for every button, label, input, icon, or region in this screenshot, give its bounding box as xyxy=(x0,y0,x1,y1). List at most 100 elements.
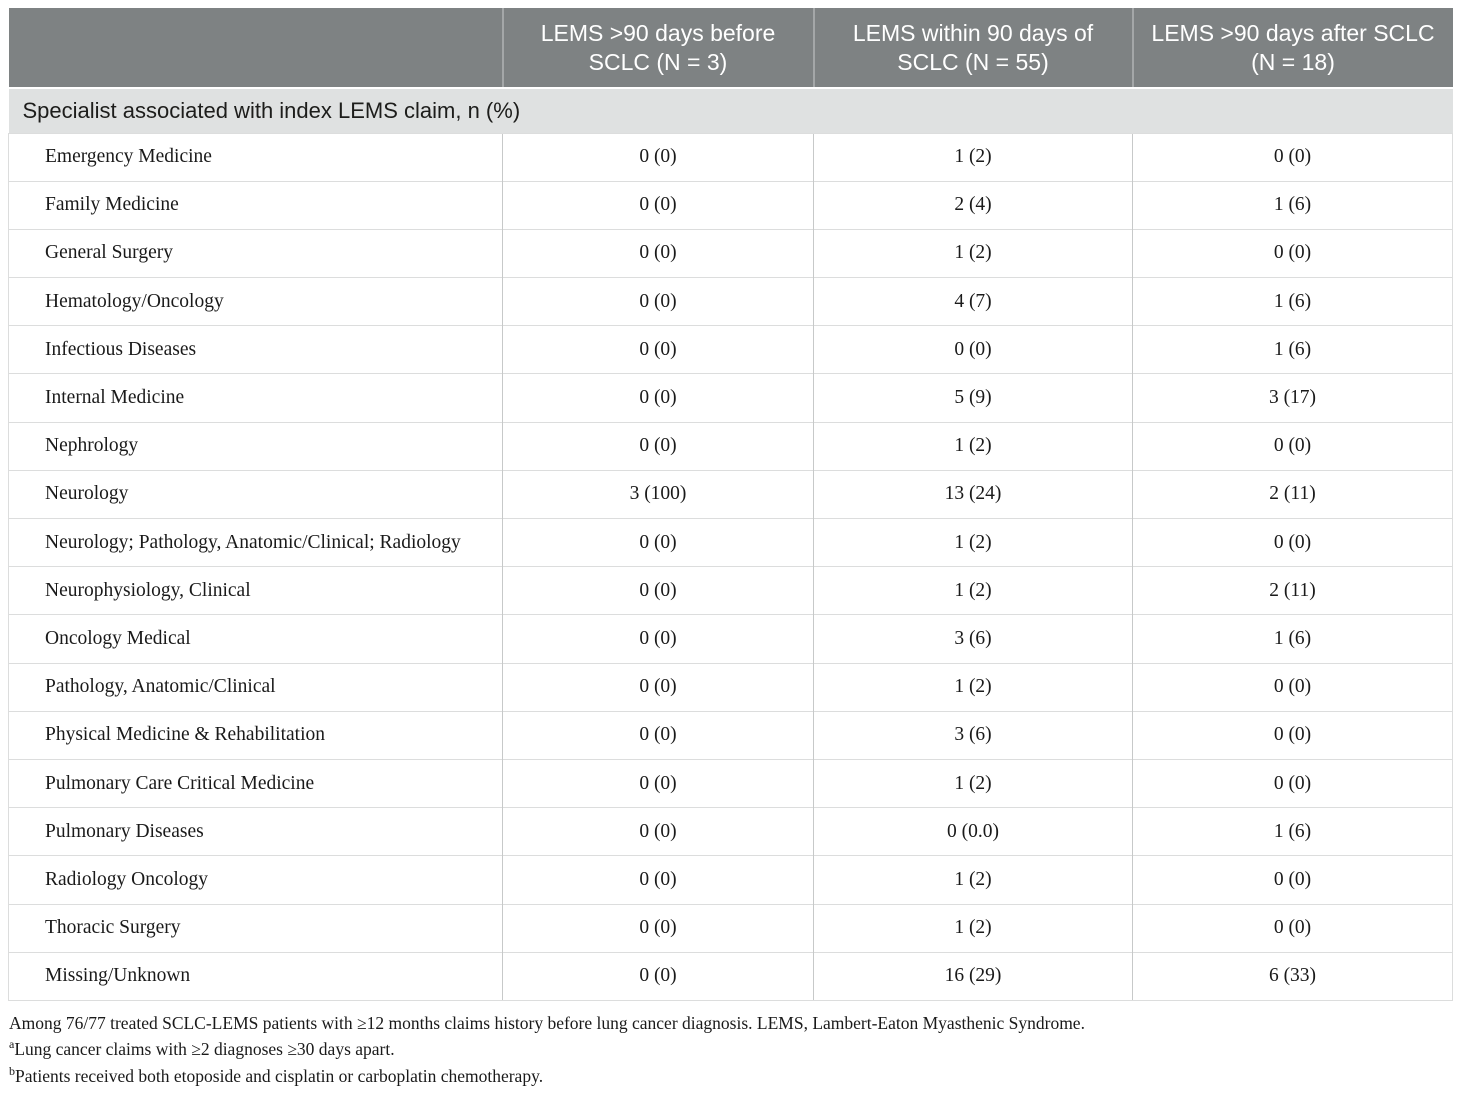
row-value: 2 (11) xyxy=(1132,566,1453,615)
footnote-marker: b xyxy=(9,1064,15,1079)
row-label: Family Medicine xyxy=(8,180,503,230)
table-row: Nephrology 0 (0) 1 (2) 0 (0) xyxy=(8,421,1453,471)
table-row: Pulmonary Care Critical Medicine 0 (0) 1 (… xyxy=(8,758,1453,808)
footnote-text: Patients received both etoposide and cis… xyxy=(15,1065,544,1086)
row-label: Pathology, Anatomic/Clinical xyxy=(8,662,503,712)
row-value: 1 (2) xyxy=(813,566,1133,615)
row-value: 0 (0) xyxy=(1132,228,1453,278)
row-value: 1 (2) xyxy=(813,758,1133,808)
footnote-a: aLung cancer claims with ≥2 diagnoses ≥3… xyxy=(9,1036,1452,1063)
column-header-before: LEMS >90 days before SCLC (N = 3) xyxy=(501,8,814,89)
row-value: 16 (29) xyxy=(813,951,1133,1001)
row-value: 1 (2) xyxy=(813,662,1133,712)
row-value: 0 (0) xyxy=(502,710,814,760)
row-value: 0 (0) xyxy=(502,180,814,230)
row-value: 1 (2) xyxy=(813,421,1133,471)
row-label: Emergency Medicine xyxy=(8,132,503,182)
row-value: 0 (0) xyxy=(502,758,814,808)
row-value: 0 (0) xyxy=(502,373,814,423)
table-row: Pulmonary Diseases 0 (0) 0 (0.0) 1 (6) xyxy=(8,807,1453,856)
row-value: 0 (0) xyxy=(1132,855,1453,904)
table-body: Emergency Medicine 0 (0) 1 (2) 0 (0) Family … xyxy=(8,132,1453,1001)
row-value: 1 (2) xyxy=(813,517,1133,567)
footnote-marker: a xyxy=(9,1037,15,1052)
row-value: 0 (0) xyxy=(502,325,814,374)
row-value: 3 (6) xyxy=(813,614,1133,664)
row-value: 0 (0) xyxy=(502,132,814,182)
row-value: 3 (6) xyxy=(813,710,1133,760)
table-row: Oncology Medical 0 (0) 3 (6) 1 (6) xyxy=(8,614,1453,664)
row-value: 0 (0) xyxy=(502,566,814,615)
row-label: Thoracic Surgery xyxy=(8,903,503,953)
row-label: General Surgery xyxy=(8,228,503,278)
table-row: Neurology; Pathology, Anatomic/Clinical;… xyxy=(8,517,1453,567)
footnotes: Among 76/77 treated SCLC-LEMS patients w… xyxy=(8,1010,1452,1090)
row-label: Pulmonary Diseases xyxy=(8,807,503,856)
column-header-within: LEMS within 90 days of SCLC (N = 55) xyxy=(812,8,1133,89)
row-value: 0 (0) xyxy=(502,903,814,953)
footnote-text: Lung cancer claims with ≥2 diagnoses ≥30… xyxy=(14,1039,395,1060)
section-header-row: Specialist associated with index LEMS cl… xyxy=(8,88,1453,133)
section-header-label: Specialist associated with index LEMS cl… xyxy=(8,88,1453,133)
table-row: Internal Medicine 0 (0) 5 (9) 3 (17) xyxy=(8,373,1453,423)
row-value: 0 (0) xyxy=(502,421,814,471)
row-label: Radiology Oncology xyxy=(8,855,503,904)
row-label: Missing/Unknown xyxy=(8,951,503,1001)
row-value: 0 (0) xyxy=(1132,903,1453,953)
row-value: 3 (17) xyxy=(1132,373,1453,423)
row-value: 2 (11) xyxy=(1132,469,1453,519)
row-value: 4 (7) xyxy=(813,277,1133,326)
row-value: 0 (0) xyxy=(813,325,1133,374)
row-value: 0 (0) xyxy=(502,807,814,856)
row-value: 0 (0) xyxy=(1132,662,1453,712)
row-value: 1 (6) xyxy=(1132,325,1453,374)
row-label: Pulmonary Care Critical Medicine xyxy=(8,758,503,808)
row-value: 0 (0) xyxy=(502,517,814,567)
row-value: 1 (6) xyxy=(1132,614,1453,664)
table-row: Thoracic Surgery 0 (0) 1 (2) 0 (0) xyxy=(8,903,1453,953)
table-row: Emergency Medicine 0 (0) 1 (2) 0 (0) xyxy=(8,132,1453,182)
row-value: 0 (0) xyxy=(1132,710,1453,760)
table-row: Neurology 3 (100) 13 (24) 2 (11) xyxy=(8,469,1453,519)
row-value: 6 (33) xyxy=(1132,951,1453,1001)
table-header: LEMS >90 days before SCLC (N = 3) LEMS w… xyxy=(8,8,1453,89)
row-value: 0 (0) xyxy=(502,614,814,664)
specialist-table: LEMS >90 days before SCLC (N = 3) LEMS w… xyxy=(8,8,1453,1001)
row-value: 1 (6) xyxy=(1132,180,1453,230)
table-row: General Surgery 0 (0) 1 (2) 0 (0) xyxy=(8,228,1453,278)
footnote-general: Among 76/77 treated SCLC-LEMS patients w… xyxy=(9,1010,1452,1037)
row-value: 1 (6) xyxy=(1132,277,1453,326)
header-empty-cell xyxy=(8,8,503,89)
row-value: 2 (4) xyxy=(813,180,1133,230)
row-label: Infectious Diseases xyxy=(8,325,503,374)
row-label: Physical Medicine & Rehabilitation xyxy=(8,710,503,760)
row-value: 0 (0) xyxy=(502,855,814,904)
table-row: Neurophysiology, Clinical 0 (0) 1 (2) 2 (11… xyxy=(8,566,1453,615)
row-label: Oncology Medical xyxy=(8,614,503,664)
row-value: 0 (0) xyxy=(502,662,814,712)
table-row: Missing/Unknown 0 (0) 16 (29) 6 (33) xyxy=(8,951,1453,1001)
table-row: Infectious Diseases 0 (0) 0 (0) 1 (6) xyxy=(8,325,1453,374)
row-value: 1 (2) xyxy=(813,855,1133,904)
table-row: Hematology/Oncology 0 (0) 4 (7) 1 (6) xyxy=(8,277,1453,326)
row-value: 1 (6) xyxy=(1132,807,1453,856)
row-value: 0 (0.0) xyxy=(813,807,1133,856)
table-row: Pathology, Anatomic/Clinical 0 (0) 1 (2) 0 … xyxy=(8,662,1453,712)
row-value: 1 (2) xyxy=(813,903,1133,953)
row-label: Neurophysiology, Clinical xyxy=(8,566,503,615)
row-label: Neurology xyxy=(8,469,503,519)
footnote-text: Among 76/77 treated SCLC-LEMS patients w… xyxy=(9,1012,1085,1033)
row-value: 0 (0) xyxy=(1132,132,1453,182)
table-row: Family Medicine 0 (0) 2 (4) 1 (6) xyxy=(8,180,1453,230)
row-value: 5 (9) xyxy=(813,373,1133,423)
row-label: Neurology; Pathology, Anatomic/Clinical;… xyxy=(8,517,503,567)
table-row: Physical Medicine & Rehabilitation 0 (0) 3… xyxy=(8,710,1453,760)
row-value: 1 (2) xyxy=(813,132,1133,182)
row-label: Internal Medicine xyxy=(8,373,503,423)
row-label: Hematology/Oncology xyxy=(8,277,503,326)
header-row: LEMS >90 days before SCLC (N = 3) LEMS w… xyxy=(8,8,1453,89)
row-value: 0 (0) xyxy=(502,277,814,326)
footnote-b: bPatients received both etoposide and ci… xyxy=(9,1063,1452,1090)
row-value: 0 (0) xyxy=(502,951,814,1001)
